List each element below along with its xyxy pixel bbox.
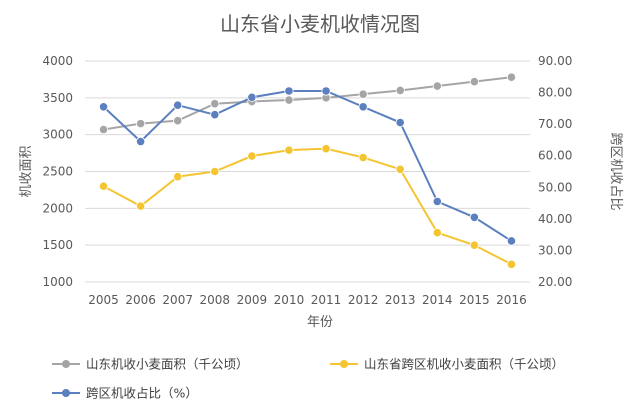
series-3-point <box>506 236 517 246</box>
series-3-point <box>210 110 220 120</box>
series-3-point <box>284 86 294 96</box>
y-tick-label: 1500 <box>42 238 73 252</box>
series-1-point <box>395 85 405 96</box>
y2-tick-label: 40.00 <box>538 212 572 226</box>
series-1-point <box>358 89 368 99</box>
y2-tick-label: 80.00 <box>538 86 572 100</box>
series-2-point <box>173 172 183 182</box>
series-3-point <box>395 117 405 128</box>
series-1-point <box>469 77 479 87</box>
series-1-point <box>284 95 294 105</box>
x-tick-label: 2011 <box>311 293 342 307</box>
y-tick-label: 2500 <box>42 165 73 179</box>
legend-marker-dot <box>62 360 70 368</box>
series-3-point <box>173 100 183 110</box>
series-1-point <box>98 124 109 135</box>
x-tick-label: 2008 <box>200 293 231 307</box>
series-2-point <box>395 164 405 174</box>
series-3-point <box>321 86 331 96</box>
series-3-point <box>247 92 257 102</box>
series-2-point <box>506 259 517 269</box>
series-1-point <box>173 116 183 126</box>
series-2-point <box>98 181 109 191</box>
y-tick-label: 2000 <box>42 201 73 215</box>
x-tick-label: 2013 <box>385 293 416 307</box>
series-1-point <box>210 99 220 109</box>
legend-label: 跨区机收占比（%） <box>86 386 198 401</box>
legend-label: 山东省跨区机收小麦面积（千公顷） <box>364 357 564 372</box>
y2-tick-label: 90.00 <box>538 54 572 68</box>
series-2-point <box>321 144 331 154</box>
y2-tick-label: 70.00 <box>538 117 572 131</box>
series-1-point <box>506 72 517 82</box>
x-tick-label: 2007 <box>162 293 193 307</box>
series-2-point <box>247 151 257 161</box>
series-1-point <box>136 119 146 129</box>
series-1-point <box>432 81 442 91</box>
x-tick-label: 2006 <box>125 293 156 307</box>
chart-title: 山东省小麦机收情况图 <box>220 12 420 36</box>
x-tick-label: 2016 <box>496 293 527 307</box>
series-3-point <box>98 102 109 112</box>
x-axis-title: 年份 <box>307 315 333 330</box>
series-3-point <box>432 196 442 207</box>
y-tick-label: 4000 <box>42 54 73 68</box>
legend-label: 山东机收小麦面积（千公顷） <box>86 357 249 372</box>
y-tick-label: 1000 <box>42 275 73 289</box>
y2-tick-label: 30.00 <box>538 243 572 257</box>
series-2-point <box>358 152 368 163</box>
x-tick-label: 2005 <box>88 293 119 307</box>
series-2-point <box>469 240 479 250</box>
series-2-point <box>136 201 146 211</box>
series-line-3 <box>102 89 512 242</box>
series-line-2 <box>103 147 512 266</box>
series-line-1 <box>103 76 512 131</box>
y-axis-title: 机收面积 <box>19 145 34 197</box>
series-3-point <box>469 212 479 222</box>
series-2-point <box>210 166 220 177</box>
x-tick-label: 2015 <box>459 293 490 307</box>
legend-marker-dot <box>62 389 70 397</box>
y2-axis-title: 跨区机收占比 <box>608 132 623 210</box>
y-tick-label: 3500 <box>42 91 73 105</box>
y-tick-label: 3000 <box>42 128 73 142</box>
y2-tick-label: 60.00 <box>538 149 572 163</box>
x-tick-label: 2014 <box>422 293 453 307</box>
y2-tick-label: 20.00 <box>538 275 572 289</box>
series-3-point <box>358 102 368 112</box>
x-tick-label: 2012 <box>348 293 379 307</box>
x-tick-label: 2009 <box>237 293 268 307</box>
series-2-point <box>432 228 442 238</box>
x-tick-label: 2010 <box>274 293 305 307</box>
legend-marker-dot <box>340 360 348 368</box>
y2-tick-label: 50.00 <box>538 180 572 194</box>
series-3-point <box>136 136 146 147</box>
series-2-point <box>284 145 294 155</box>
